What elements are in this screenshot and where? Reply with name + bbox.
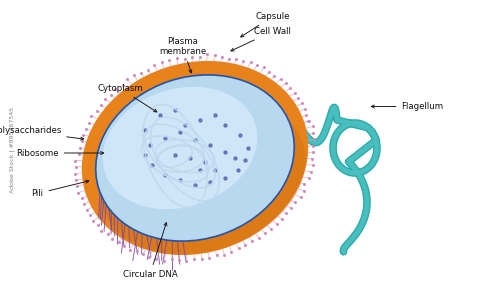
Text: Adobe Stock | #895267545: Adobe Stock | #895267545 [9, 107, 15, 193]
Text: Lipopolysaccharides: Lipopolysaccharides [0, 126, 84, 140]
Text: Ribosome: Ribosome [16, 148, 104, 158]
Ellipse shape [96, 75, 294, 241]
Text: Capsule: Capsule [240, 12, 290, 37]
Text: Pili: Pili [32, 180, 89, 198]
Ellipse shape [82, 61, 308, 255]
Text: Cytoplasm: Cytoplasm [97, 84, 157, 112]
Text: Plasma
membrane: Plasma membrane [159, 37, 206, 73]
Text: Cell Wall: Cell Wall [231, 27, 291, 51]
Ellipse shape [100, 98, 306, 254]
Ellipse shape [102, 87, 258, 209]
Text: Flagellum: Flagellum [372, 102, 444, 111]
Text: Circular DNA: Circular DNA [122, 223, 178, 279]
